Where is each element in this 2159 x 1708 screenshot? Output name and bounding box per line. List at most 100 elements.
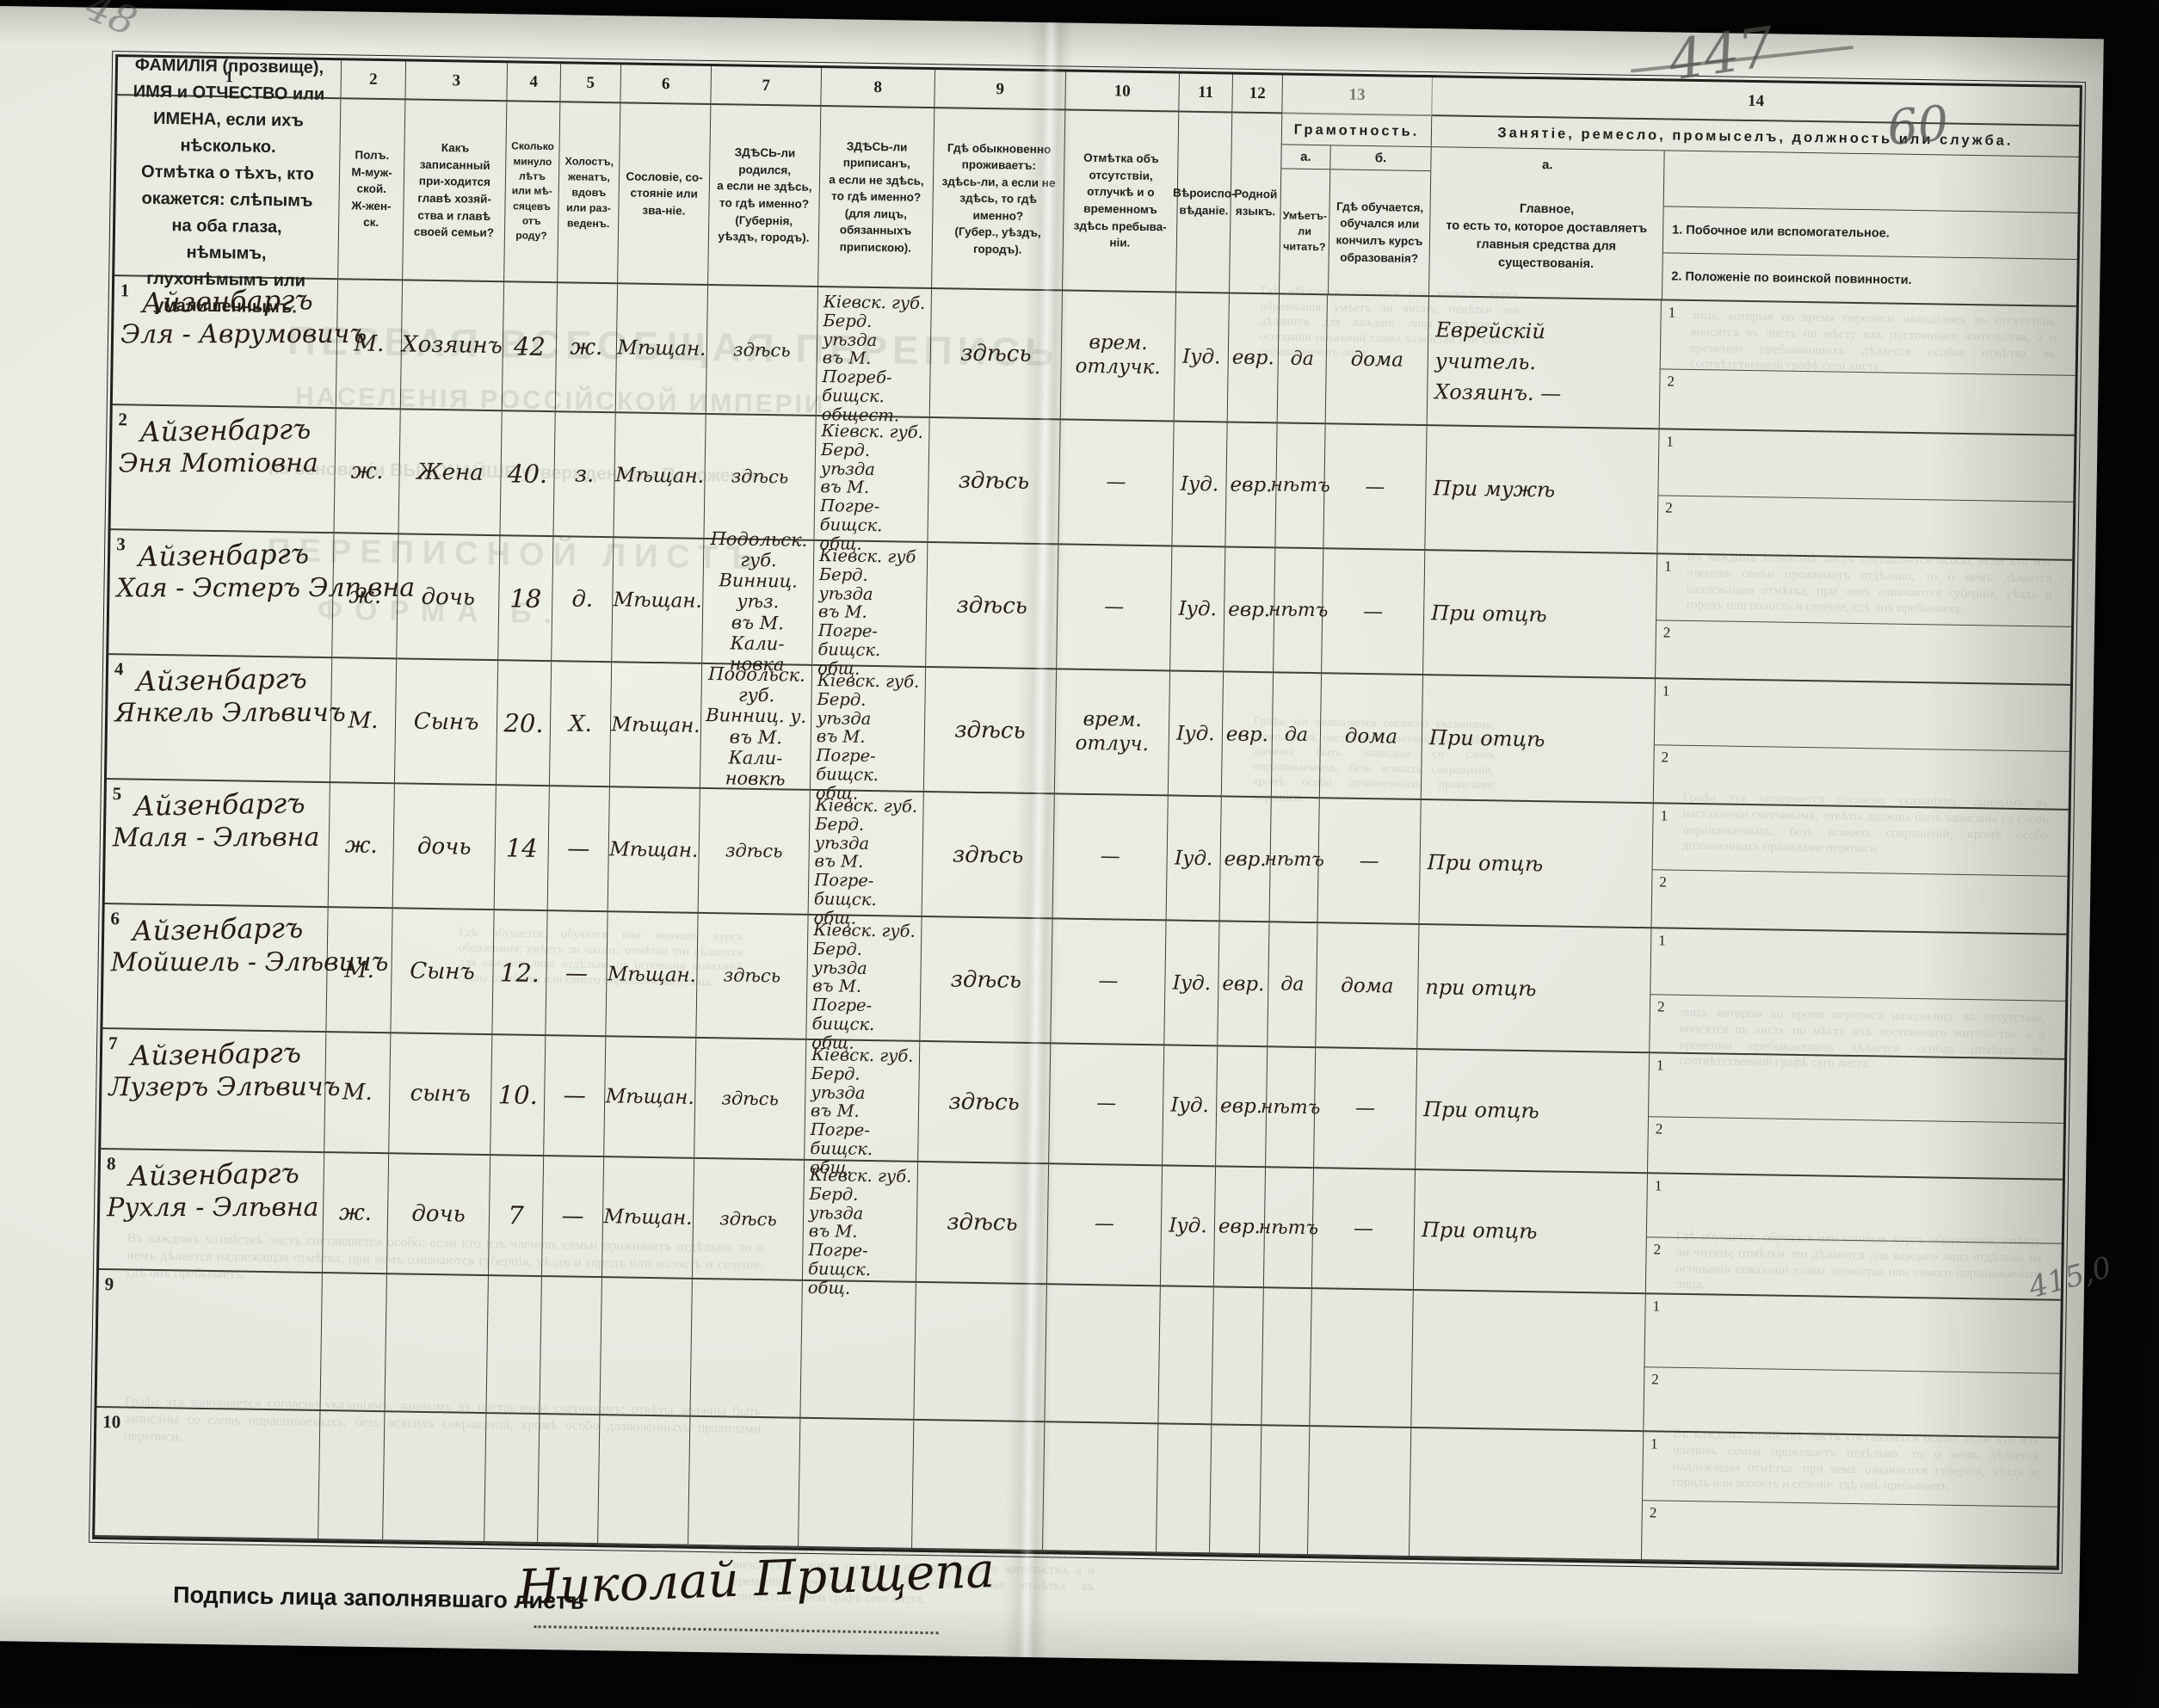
cell-surname-and-name: 7 Айзенбаргъ Лузеръ Элѣвичъ [101, 1029, 341, 1154]
cell-can-read: нѣтъ [1261, 1047, 1321, 1169]
cell-surname-and-name: 9 [96, 1269, 323, 1412]
column-header-religion: Вѣроиспо-вѣданіе. [1173, 112, 1236, 294]
cell-estate: Мѣщан. [604, 1037, 697, 1159]
given-name-patronymic: Эня Мотіовна [118, 447, 318, 479]
sub-row-label: 1 [1658, 932, 1666, 949]
cell-main-occupation: При отцѣ [1413, 1169, 1648, 1295]
cell-absence-note [1043, 1422, 1159, 1554]
cell-religion: Іуд. [1160, 1166, 1217, 1288]
cell-registration-place: Кіевск. губ. Берд. уѣзда въ М. Погре- би… [806, 915, 922, 1053]
cell-sex [318, 1411, 386, 1542]
sub-row-label: 1 [1650, 1435, 1658, 1452]
sub-row-label: 2 [1662, 624, 1671, 641]
cell-surname-and-name: 1 Айзенбаргъ Эля - Аврумовичъ [112, 276, 367, 410]
cell-absence-note: — [1051, 919, 1167, 1046]
cell-native-language: евр. [1218, 922, 1270, 1048]
side-occupation-2: 2 [1645, 1236, 2062, 1299]
cell-estate [600, 1278, 693, 1417]
cell-side-occupation: 1 2 [1651, 804, 2069, 935]
column-number: 5 [560, 64, 622, 104]
cell-religion [1156, 1424, 1212, 1555]
surname: Айзенбаргъ [135, 662, 308, 699]
sub-row-label: 1 [1662, 682, 1670, 700]
cell-birthplace: Подольск. губ. Винниц. уѣз. въ М. Кали- … [702, 528, 815, 675]
census-table: 1 2 3 4 5 6 7 8 9 10 11 12 13 14 ФАМИЛІЯ… [89, 51, 2086, 1574]
pencil-annotation-corner: 48 [78, 0, 144, 46]
cell-side-occupation: 1 2 [1656, 554, 2073, 686]
cell-where-educated: дома [1316, 923, 1420, 1051]
cell-can-read: нѣтъ [1259, 1168, 1318, 1290]
cell-surname-and-name: 8 Айзенбаргъ Рухля - Элѣвна [99, 1149, 325, 1274]
cell-religion: Іуд. [1172, 422, 1228, 548]
sub-row-label: 2 [1667, 373, 1675, 390]
cell-absence-note [1045, 1285, 1161, 1425]
occupation-a-text: Главное, то есть то, которое доставляетъ… [1446, 201, 1648, 272]
cell-usual-residence: здѣсь [922, 792, 1055, 920]
side-occupation-2: 2 [1653, 744, 2070, 809]
column-header-name: ФАМИЛІЯ (прозвище), ИМЯ и ОТЧЕСТВО или И… [114, 55, 342, 317]
signature-line [534, 1625, 939, 1635]
cell-sex: М. [324, 1033, 392, 1155]
cell-age: 18 [498, 536, 554, 663]
side-occupation-2: 2 [1641, 1499, 2057, 1566]
row-number: 10 [102, 1411, 121, 1433]
cell-age: 42 [502, 282, 558, 413]
cell-estate [598, 1415, 691, 1546]
cell-marital-status: — [544, 1036, 607, 1158]
cell-can-read: нѣтъ [1268, 548, 1329, 675]
cell-side-occupation: 1 2 [1641, 1432, 2059, 1568]
sub-row-label: 1 [1656, 1057, 1664, 1074]
cell-main-occupation: При отцѣ [1419, 800, 1654, 929]
cell-where-educated: дома [1319, 674, 1424, 801]
cell-where-educated: — [1322, 549, 1426, 676]
column-number: 7 [711, 65, 823, 107]
column-number: 11 [1179, 73, 1233, 114]
cell-religion: Іуд. [1164, 921, 1220, 1047]
cell-marital-status: д. [552, 537, 614, 663]
side-occupation-1: 1 [1644, 1294, 2060, 1373]
cell-where-educated: — [1314, 1048, 1418, 1170]
cell-registration-place: Кіевск. губ. Берд. уѣзда въ М. Погре- би… [808, 790, 924, 928]
cell-where-educated: — [1311, 1168, 1416, 1291]
surname: Айзенбаргъ [137, 537, 310, 574]
cell-where-educated [1307, 1427, 1412, 1557]
surname: Айзенбаргъ [131, 911, 304, 948]
cell-relation-to-head: сынъ [389, 1033, 493, 1156]
cell-relation-to-head: Хозяинъ [400, 281, 505, 412]
cell-sex: ж. [322, 1153, 390, 1275]
column-header-sex: Полъ. М-муж-ской. Ж-жен-ск. [338, 99, 406, 281]
cell-main-occupation: Еврейскій учитель. Хозяинъ. — [1427, 297, 1662, 430]
census-sheet-photo: ПЕРВАЯ ВСЕОБЩАЯ ПЕРЕПИСЬ НАСЕЛЕНІЯ РОССІ… [0, 0, 2115, 1674]
cell-marital-status: з. [553, 412, 616, 539]
column-header-literacy-group: Грамотность. а. Умѣетъ-ли читать? б. Гдѣ… [1279, 114, 1433, 298]
sub-row-label: 1 [1666, 433, 1675, 450]
cell-age [486, 1276, 542, 1415]
sub-row-label: 2 [1656, 998, 1665, 1015]
given-name-patronymic: Мойшель - Элѣвичъ [110, 946, 389, 978]
cell-birthplace: Подольск. губ. Винниц. у. въ М. Кали- но… [700, 663, 813, 791]
side-occupation-2: 2 [1659, 367, 2076, 435]
cell-birthplace: здѣсь [692, 1158, 805, 1281]
cell-birthplace [690, 1279, 803, 1419]
cell-age: 10. [490, 1035, 546, 1157]
given-name-patronymic: Маля - Элѣвна [112, 822, 320, 854]
cell-birthplace: здѣсь [694, 1038, 807, 1161]
column-header-registration: ЗДѢСЬ-ли приписанъ, а если не здѣсь, то … [818, 106, 935, 290]
cell-religion: Іуд. [1168, 671, 1224, 798]
column-number: 10 [1065, 71, 1181, 113]
cell-surname-and-name: 5 Айзенбаргъ Маля - Элѣвна [104, 780, 330, 909]
cell-surname-and-name: 10 [95, 1407, 321, 1541]
cell-age [484, 1414, 540, 1545]
cell-religion: Іуд. [1174, 293, 1230, 423]
cell-relation-to-head [383, 1412, 487, 1544]
surname: Айзенбаргъ [141, 283, 314, 320]
cell-where-educated: дома [1325, 295, 1429, 427]
cell-sex: ж. [334, 409, 401, 535]
column-header-language: Родной языкъ. [1229, 113, 1283, 295]
cell-relation-to-head: Сынъ [391, 909, 495, 1036]
occupation-side-2: 2. Положеніе по воинской повинности. [1662, 252, 2077, 305]
cell-age: 20. [496, 661, 552, 787]
given-name-patronymic: Рухля - Элѣвна [107, 1192, 319, 1224]
sub-row-label: 1 [1654, 1177, 1662, 1194]
row-number: 9 [104, 1273, 114, 1295]
